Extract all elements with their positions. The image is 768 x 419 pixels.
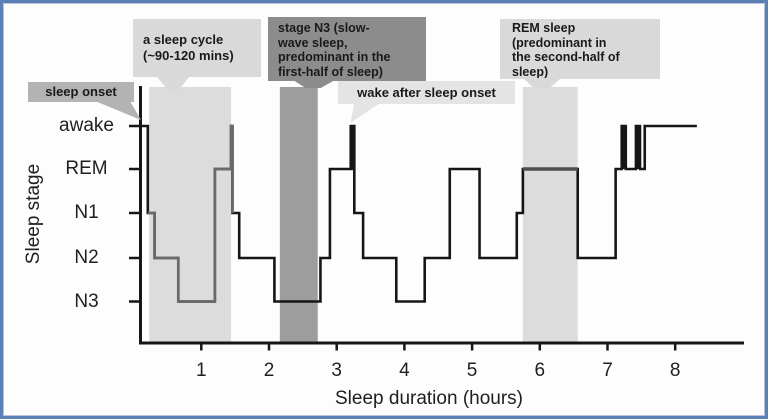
y-tick-label-N3: N3 xyxy=(74,290,99,312)
x-tick-label-7: 7 xyxy=(602,360,613,381)
band-light xyxy=(522,87,578,343)
y-tick-label-awake: awake xyxy=(59,115,114,136)
x-axis-title: Sleep duration (hours) xyxy=(335,388,523,409)
x-tick-label-8: 8 xyxy=(669,360,681,381)
x-tick-label-4: 4 xyxy=(399,360,410,381)
y-tick-label-REM: REM xyxy=(65,158,108,179)
band-dark xyxy=(279,87,318,343)
callout-sleep-cycle: a sleep cycle (~90-120 mins) xyxy=(133,19,261,77)
x-tick-label-1: 1 xyxy=(196,360,207,381)
x-tick-label-3: 3 xyxy=(331,360,342,381)
hypnogram-chart xyxy=(129,86,744,351)
x-tick-label-2: 2 xyxy=(263,360,275,381)
callout-rem-sleep: REM sleep (predominant in the second-hal… xyxy=(500,19,660,79)
x-tick-label-6: 6 xyxy=(534,360,546,381)
x-tick-label-5: 5 xyxy=(466,360,478,381)
callout-sleep-onset: sleep onset xyxy=(28,82,134,102)
callout-stage-n3: stage N3 (slow- wave sleep, predominant … xyxy=(268,17,426,81)
first-cycle-line xyxy=(147,124,234,303)
y-tick-label-N2: N2 xyxy=(74,247,99,268)
y-tick-label-N1: N1 xyxy=(74,202,99,223)
callout-stage-n3-pointer xyxy=(293,80,335,88)
callout-rem-pointer xyxy=(523,78,561,88)
band-light xyxy=(149,87,232,343)
callout-wake-after-sleep-onset: wake after sleep onset xyxy=(338,81,515,104)
